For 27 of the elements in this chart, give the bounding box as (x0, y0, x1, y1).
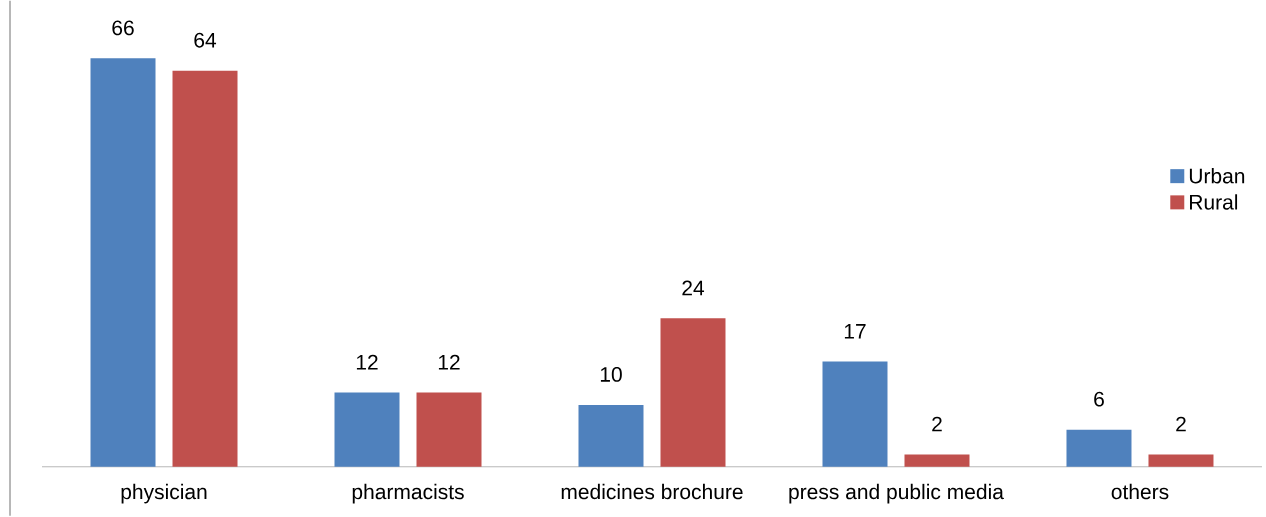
bar (334, 392, 400, 467)
bar (90, 58, 156, 467)
data-label: 2 (932, 416, 942, 432)
bar (1148, 454, 1214, 467)
x-tick-label: medicines brochure (561, 484, 743, 500)
x-tick-label: others (1111, 484, 1169, 500)
x-tick-label: pharmacists (352, 484, 464, 504)
bar (416, 392, 482, 467)
bar (1066, 429, 1132, 467)
data-label: 64 (194, 33, 217, 48)
data-label: 12 (356, 355, 378, 370)
data-label: 10 (600, 367, 622, 383)
bar (172, 70, 238, 467)
legend-label: Rural (1190, 194, 1238, 210)
bar (904, 454, 970, 467)
bar (660, 318, 726, 467)
data-label: 6 (1094, 391, 1104, 407)
data-label: 2 (1176, 416, 1186, 432)
data-label: 66 (112, 20, 134, 36)
bar (822, 361, 888, 467)
legend-label: Urban (1189, 168, 1245, 184)
data-label: 24 (682, 280, 705, 296)
x-tick-label: physician (121, 484, 207, 504)
bar (578, 405, 644, 467)
data-label: 12 (438, 355, 460, 370)
data-label: 17 (844, 324, 866, 339)
x-tick-label: press and public media (789, 484, 1004, 504)
